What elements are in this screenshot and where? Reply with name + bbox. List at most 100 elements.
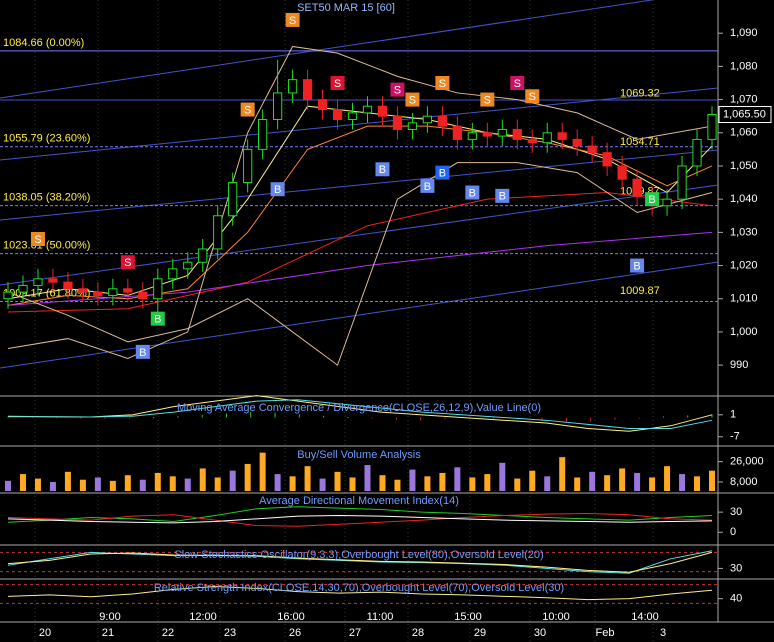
panel-bar: [109, 480, 116, 491]
signal-label: S: [289, 15, 296, 27]
panel-bar: [199, 468, 206, 491]
x-tick-label: 3: [660, 627, 666, 639]
candle-body: [527, 138, 537, 144]
signal-label: B: [499, 191, 506, 203]
panel-title: Buy/Sell Volume Analysis: [297, 449, 421, 461]
plot-bg: [0, 0, 718, 642]
panel-bar: [319, 478, 326, 491]
panel-bar: [79, 479, 86, 491]
panel-bar: [395, 417, 397, 420]
x-tick-label: 20: [39, 627, 51, 639]
panel-bar: [469, 477, 476, 491]
panel-bar: [664, 466, 671, 491]
panel-bar: [323, 415, 325, 418]
panel-line: [7, 512, 713, 527]
panel-bar: [541, 417, 543, 421]
panel-bar: [349, 477, 356, 491]
signal-label: S: [514, 78, 521, 90]
panel-bar: [559, 457, 566, 491]
signal-label: B: [648, 194, 655, 206]
candle-body: [407, 122, 418, 130]
signal-label: B: [154, 314, 161, 326]
panel-bar: [169, 476, 176, 491]
candle-body: [258, 118, 268, 150]
channel-label: 1009.87: [620, 285, 660, 297]
signal-box: [330, 75, 345, 90]
signal-box: [480, 92, 495, 107]
x-tick-label: 10:00: [542, 611, 570, 623]
x-tick-label: 29: [474, 627, 486, 639]
signal-box: [270, 182, 285, 197]
y-tick-label: 1,090: [730, 27, 758, 39]
candle-body: [213, 215, 223, 250]
signal-box: [285, 12, 300, 27]
panel-bar: [638, 417, 640, 419]
candle-body: [287, 79, 298, 94]
panel-title: Average Directional Movement Index(14): [259, 495, 459, 507]
panel-bar: [649, 477, 656, 491]
signal-label: S: [439, 78, 446, 90]
candle-body: [632, 178, 642, 197]
y-tick-label: 40: [730, 593, 742, 605]
candle-body: [662, 198, 672, 207]
candle-body: [33, 278, 43, 286]
chart-title: SET50 MAR 15 [60]: [297, 2, 395, 14]
candle-body: [437, 115, 448, 127]
candle-body: [512, 128, 522, 140]
signal-box: [645, 192, 660, 207]
panel-bar: [529, 470, 536, 491]
candle-body: [138, 291, 148, 300]
fib-label: 1055.79 (23.60%): [3, 133, 90, 145]
panel-bar: [154, 472, 161, 491]
panel-bar: [259, 452, 266, 491]
panel-bar: [371, 417, 373, 419]
panel-bar: [379, 475, 386, 491]
candle-body: [452, 125, 462, 140]
panel-bar: [94, 477, 101, 491]
signal-box: [150, 311, 165, 326]
panel-bar: [104, 417, 106, 419]
panel-bar: [201, 414, 203, 418]
x-tick-label: 21: [102, 627, 114, 639]
signal-box: [375, 162, 390, 177]
panel-bar: [184, 478, 191, 491]
panel-title: Moving Average Convergence / Divergence(…: [177, 402, 541, 414]
channel-label: 1069.32: [620, 88, 660, 100]
x-tick-label: 30: [534, 627, 546, 639]
y-tick-label: 1,010: [730, 293, 758, 305]
signal-box: [420, 178, 435, 193]
x-tick-label: 23: [224, 627, 236, 639]
signal-label: S: [484, 94, 491, 106]
y-tick-label: 1,040: [730, 193, 758, 205]
panel-bar: [177, 416, 179, 418]
signal-box: [495, 188, 510, 203]
y-tick-label: 1,070: [730, 93, 758, 105]
candle-body: [557, 132, 567, 140]
panel-bar: [574, 477, 581, 491]
panel-bar: [298, 414, 300, 418]
panel-line: [8, 399, 713, 430]
panel-bar: [454, 467, 461, 491]
panel-line: [7, 514, 713, 524]
candle-body: [572, 138, 582, 147]
panel-bar: [604, 475, 611, 491]
y-tick-label: 1,020: [730, 259, 758, 271]
panel-bar: [124, 475, 131, 491]
y-tick-label: 1,080: [730, 60, 758, 72]
panel-bar: [619, 468, 626, 491]
panel-line: [7, 395, 713, 432]
channel-label: 1054.71: [620, 136, 660, 148]
fib-label: 1023.61 (50.00%): [3, 239, 90, 251]
signal-box: [525, 89, 540, 104]
signal-label: B: [439, 168, 446, 180]
candle-body: [243, 148, 253, 184]
candle-body: [587, 145, 597, 154]
panel-bar: [229, 470, 236, 491]
panel-bar: [420, 417, 422, 421]
signal-box: [30, 231, 45, 246]
y-tick-label: 1,000: [730, 326, 758, 338]
candle-body: [602, 152, 612, 167]
panel-bar: [80, 417, 82, 419]
y-tick-label: 1: [730, 409, 736, 421]
panel-bar: [64, 471, 71, 491]
